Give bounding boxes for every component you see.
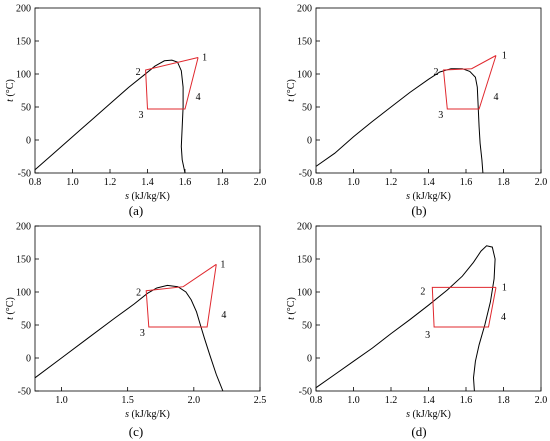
state-point-label-3: 3 [140, 328, 145, 339]
x-tick-label: 1.0 [66, 177, 79, 188]
state-point-label-3: 3 [425, 330, 430, 341]
chart-panel-3: 1.0 1.5 2.0 2.5 -50 0 50 100 150 200 s (kJ/kg/K) t … [5, 222, 266, 440]
y-tick-label: 0 [307, 354, 312, 365]
x-axis-title: s (kJ/kg/K) [406, 191, 451, 202]
x-tick-label: 0.8 [310, 395, 323, 406]
cycle-path [145, 57, 199, 110]
y-axis-title: t (°C) [286, 79, 297, 102]
plot-frame [315, 225, 542, 392]
plot-frame [315, 7, 542, 174]
plot-frame [34, 7, 261, 174]
x-tick-label: 2.5 [254, 395, 267, 406]
state-point-label-2: 2 [434, 67, 439, 78]
x-tick-label: 1.8 [497, 395, 510, 406]
saturation-curve [34, 284, 224, 392]
panel-label: (c) [129, 424, 143, 439]
y-tick-label: 200 [16, 222, 31, 233]
x-axis-title: s (kJ/kg/K) [125, 409, 170, 420]
y-tick-label: 150 [297, 255, 312, 266]
state-point-label-2: 2 [136, 288, 141, 299]
y-tick-label: -50 [18, 387, 31, 398]
y-tick-label: 100 [16, 70, 31, 81]
y-tick-label: 100 [16, 288, 31, 299]
x-tick-label: 0.8 [29, 177, 42, 188]
y-tick-label: 200 [297, 222, 312, 233]
y-tick-label: -50 [18, 169, 31, 180]
y-tick-label: 50 [21, 103, 31, 114]
x-tick-label: 1.8 [216, 177, 229, 188]
state-point-label-4: 4 [501, 312, 506, 323]
cycle-path [442, 55, 497, 110]
y-tick-label: 0 [26, 136, 31, 147]
plot-frame [34, 225, 261, 392]
x-tick-label: 1.6 [460, 395, 473, 406]
x-tick-label: 2.0 [535, 177, 548, 188]
x-tick-label: 1.0 [347, 177, 360, 188]
y-tick-label: -50 [299, 387, 312, 398]
x-tick-label: 1.0 [347, 395, 360, 406]
y-tick-label: 200 [16, 4, 31, 15]
y-tick-label: 50 [21, 321, 31, 332]
state-point-label-1: 1 [202, 53, 207, 64]
x-tick-label: 2.0 [535, 395, 548, 406]
state-point-label-2: 2 [420, 286, 425, 297]
x-tick-label: 1.0 [55, 395, 68, 406]
y-axis-title: t (°C) [5, 297, 16, 320]
x-axis-title: s (kJ/kg/K) [406, 409, 451, 420]
state-point-label-4: 4 [494, 92, 499, 103]
state-point-label-1: 1 [502, 282, 507, 293]
x-tick-label: 1.2 [385, 395, 398, 406]
x-axis-title: s (kJ/kg/K) [125, 191, 170, 202]
x-tick-label: 1.6 [179, 177, 192, 188]
state-point-label-4: 4 [221, 310, 226, 321]
y-tick-label: 200 [297, 4, 312, 15]
x-tick-label: 1.8 [497, 177, 510, 188]
y-tick-label: 50 [302, 321, 312, 332]
x-tick-label: 1.2 [104, 177, 117, 188]
y-tick-label: 0 [26, 354, 31, 365]
y-tick-label: 150 [297, 37, 312, 48]
x-tick-label: 1.4 [422, 177, 435, 188]
saturation-curve [315, 68, 484, 174]
state-point-label-2: 2 [136, 67, 141, 78]
saturation-curve [34, 59, 186, 174]
chart-panel-1: 0.8 1.0 1.2 1.4 1.6 1.8 2.0 -50 0 50 100 150 200 s (k… [5, 4, 266, 219]
x-tick-label: 1.4 [422, 395, 435, 406]
saturation-curve [315, 245, 496, 392]
y-axis-title: t (°C) [5, 79, 16, 102]
x-tick-label: 1.5 [121, 395, 134, 406]
chart-panel-4: 0.8 1.0 1.2 1.4 1.6 1.8 2.0 -50 0 50 100 150 200 s (k… [286, 222, 547, 440]
x-tick-label: 1.2 [385, 177, 398, 188]
state-point-label-1: 1 [220, 259, 225, 270]
state-point-label-3: 3 [139, 110, 144, 121]
y-tick-label: 100 [297, 288, 312, 299]
y-tick-label: 150 [16, 37, 31, 48]
cycle-path [431, 286, 497, 328]
x-tick-label: 2.0 [254, 177, 267, 188]
state-point-label-3: 3 [438, 110, 443, 121]
cycle-path [145, 263, 217, 328]
y-axis-title: t (°C) [286, 297, 297, 320]
state-point-label-1: 1 [502, 51, 507, 62]
y-tick-label: -50 [299, 169, 312, 180]
y-tick-label: 50 [302, 103, 312, 114]
panel-label: (b) [411, 203, 426, 218]
x-tick-label: 1.6 [460, 177, 473, 188]
panel-label: (a) [129, 203, 143, 218]
panel-label: (d) [411, 424, 426, 439]
x-tick-label: 0.8 [310, 177, 323, 188]
state-point-label-4: 4 [196, 92, 201, 103]
chart-panel-2: 0.8 1.0 1.2 1.4 1.6 1.8 2.0 -50 0 50 100 150 200 s (k… [286, 4, 547, 219]
y-tick-label: 100 [297, 70, 312, 81]
x-tick-label: 1.4 [141, 177, 154, 188]
x-tick-label: 2.0 [188, 395, 201, 406]
y-tick-label: 0 [307, 136, 312, 147]
y-tick-label: 150 [16, 255, 31, 266]
